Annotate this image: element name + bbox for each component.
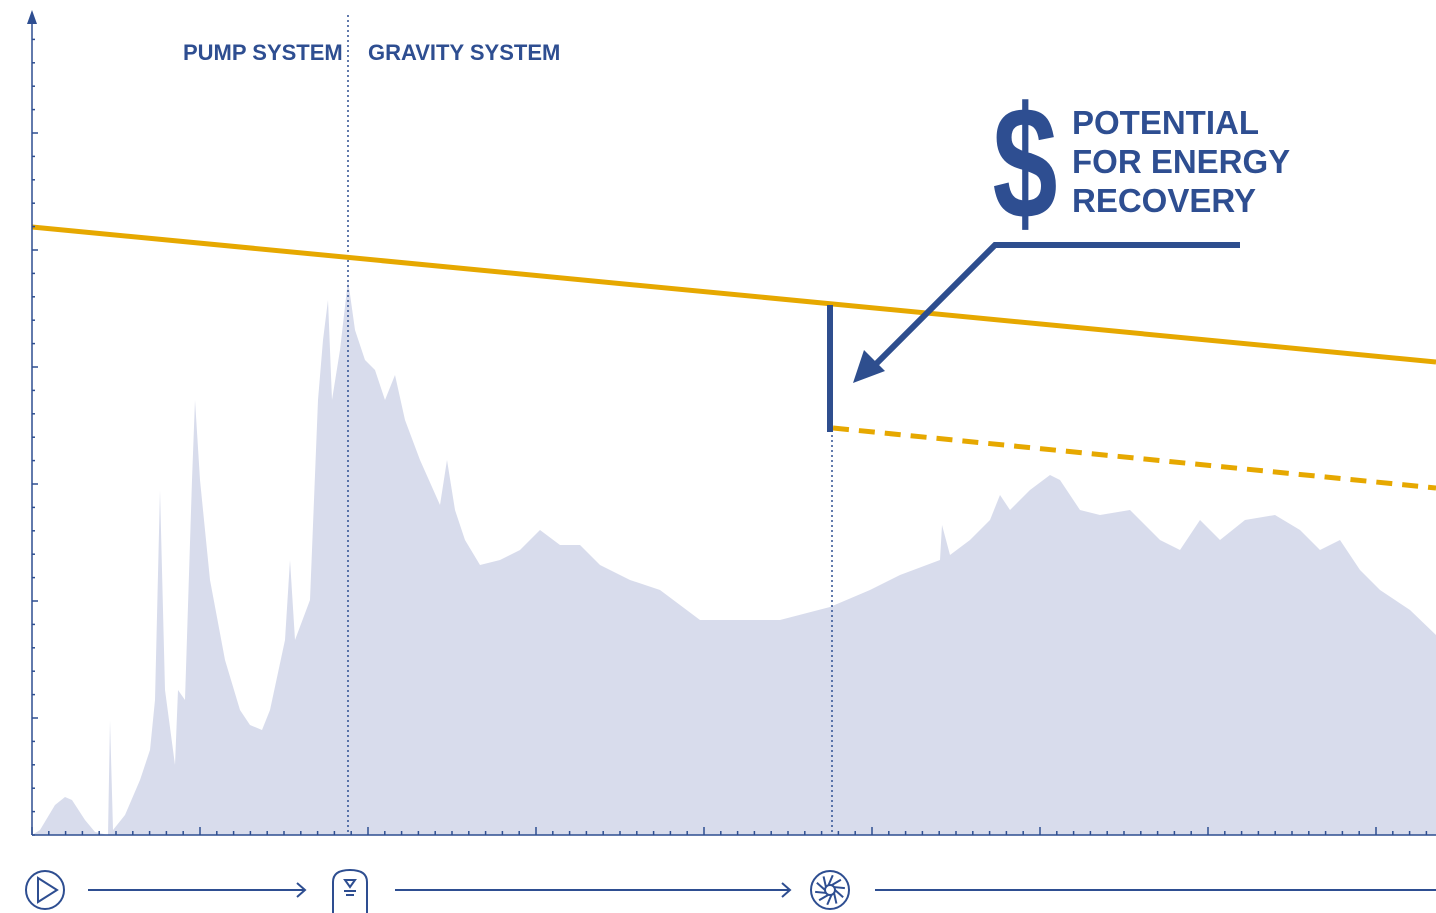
turbine-blade: [826, 894, 833, 906]
reservoir-level: [343, 879, 357, 889]
turbine-blade: [831, 878, 842, 887]
terrain: [32, 280, 1436, 835]
flow-arrow-head: [781, 882, 792, 898]
callout-arrow: [865, 242, 1240, 375]
flow-arrow-head: [296, 882, 307, 898]
turbine-blade: [816, 882, 826, 891]
callout-line: FOR ENERGY: [1072, 143, 1290, 180]
turbine-icon: [810, 870, 850, 910]
pump-icon: [25, 870, 65, 910]
y-axis-arrow: [27, 10, 37, 24]
recovered-grade-line: [832, 425, 1436, 491]
turbine-blade: [815, 890, 827, 894]
flow-icons: [25, 868, 1436, 913]
turbine-blade: [834, 889, 844, 898]
arrow-head: [853, 350, 885, 383]
gravity-label: GRAVITY SYSTEM: [368, 40, 560, 65]
turbine-blade: [827, 874, 834, 886]
hydraulic-grade-line: [31, 224, 1436, 365]
callout-line: POTENTIAL: [1072, 104, 1259, 141]
axes: [27, 10, 1436, 836]
reservoir-icon: [332, 868, 368, 913]
pump-label: PUMP SYSTEM: [183, 40, 343, 65]
dollar-sign: $: [993, 73, 1058, 252]
turbine-blade: [833, 892, 838, 904]
turbine-blade: [818, 893, 829, 902]
pump-icon-triangle: [37, 876, 59, 904]
turbine-blade: [822, 876, 827, 888]
callout-line: RECOVERY: [1072, 182, 1256, 219]
turbine-blade: [833, 886, 845, 890]
